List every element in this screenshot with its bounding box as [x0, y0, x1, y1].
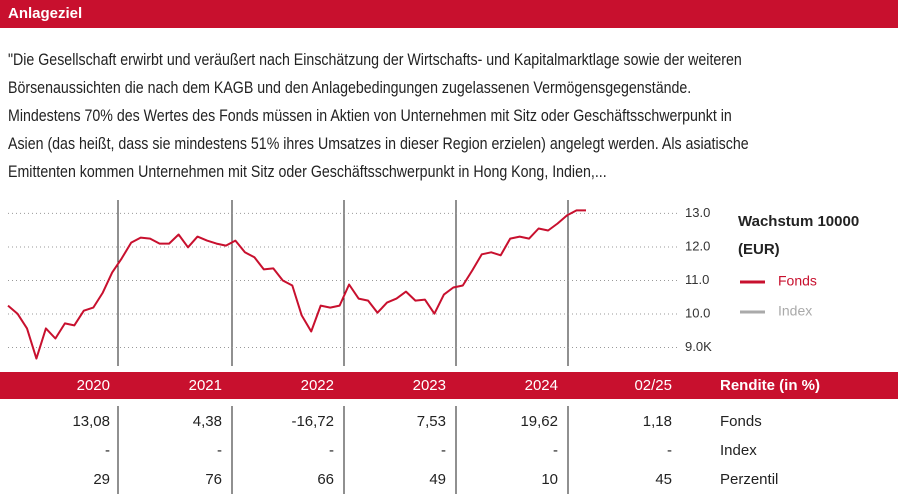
- table-cell: -16,72: [291, 413, 334, 430]
- table-header-bar: [0, 372, 898, 399]
- legend-title: Wachstum 10000: [738, 213, 859, 230]
- table-cell: 49: [429, 471, 446, 488]
- table-header-cell: 2022: [301, 377, 334, 394]
- description-line: Börsenaussichten die nach dem KAGB und d…: [8, 79, 692, 97]
- table-cell: 76: [205, 471, 222, 488]
- y-tick-label: 10.0: [685, 305, 710, 320]
- y-tick-label: 9.0K: [685, 339, 712, 354]
- description-line: Mindestens 70% des Wertes des Fonds müss…: [8, 107, 732, 125]
- table-cell: Fonds: [720, 413, 762, 430]
- table-cell: -: [329, 442, 334, 459]
- table-cell: Perzentil: [720, 471, 778, 488]
- table-cell: 10: [541, 471, 558, 488]
- section-header: Anlageziel: [0, 0, 898, 28]
- legend-label: Fonds: [778, 273, 817, 289]
- table-cell: 66: [317, 471, 334, 488]
- table-header-cell: 2021: [189, 377, 222, 394]
- description-line: Asien (das heißt, dass sie mindestens 51…: [8, 135, 749, 153]
- table-header-cell: 2020: [77, 377, 110, 394]
- y-tick-label: 12.0: [685, 238, 710, 253]
- table-cell: 4,38: [193, 413, 222, 430]
- table-cell: 29: [93, 471, 110, 488]
- table-header-cell: Rendite (in %): [720, 377, 820, 394]
- table-cell: -: [217, 442, 222, 459]
- table-cell: -: [553, 442, 558, 459]
- description: "Die Gesellschaft erwirbt und veräußert …: [8, 46, 869, 186]
- table-cell: 7,53: [417, 413, 446, 430]
- description-line: "Die Gesellschaft erwirbt und veräußert …: [8, 51, 742, 69]
- table-header-cell: 2023: [413, 377, 446, 394]
- table-cell: 45: [655, 471, 672, 488]
- table-cell: -: [105, 442, 110, 459]
- description-line: Emittenten kommen Unternehmen mit Sitz o…: [8, 163, 607, 181]
- table-header-cell: 02/25: [634, 377, 672, 394]
- legend-label: Index: [778, 303, 812, 319]
- table-cell: Index: [720, 442, 757, 459]
- y-tick-label: 11.0: [685, 272, 709, 287]
- table-cell: 1,18: [643, 413, 672, 430]
- table-header-cell: 2024: [525, 377, 558, 394]
- table-cell: 19,62: [520, 413, 558, 430]
- series-line: [7, 209, 586, 360]
- table-cell: -: [667, 442, 672, 459]
- legend-subtitle: (EUR): [738, 241, 780, 258]
- table-cell: -: [441, 442, 446, 459]
- y-tick-label: 13.0: [685, 205, 710, 220]
- table-cell: 13,08: [72, 413, 110, 430]
